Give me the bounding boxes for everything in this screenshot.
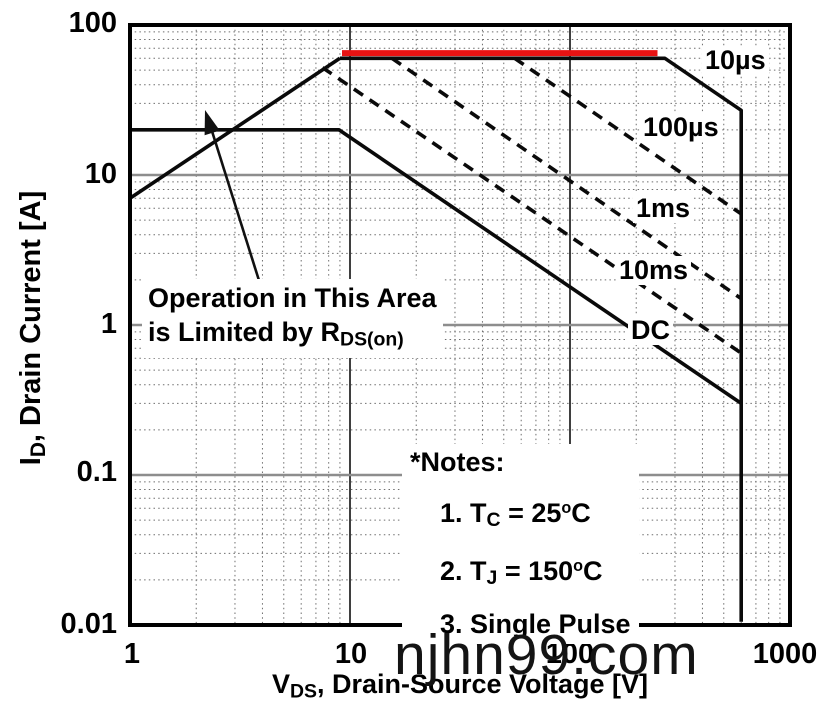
note-1-mid: = 25 — [500, 497, 562, 528]
rdson-annotation-line1: Operation in This Area — [148, 283, 437, 313]
curve-pulse-10ms — [321, 66, 743, 355]
rdson-annotation: Operation in This Area is Limited by RDS… — [142, 279, 443, 359]
y-axis-title-post: , Drain Current [A] — [15, 190, 48, 443]
curve-label-100us: 100µs — [640, 113, 722, 142]
y-tick-0p01: 0.01 — [60, 608, 117, 640]
x-tick-1: 1 — [123, 638, 141, 670]
y-tick-10: 10 — [84, 158, 117, 190]
annotation-arrow — [204, 110, 264, 291]
note-1-sup: o — [561, 499, 572, 517]
y-axis-title-pre: I — [15, 457, 48, 466]
x-tick-1000: 1000 — [752, 638, 818, 670]
x-axis-title-sub: DS — [289, 680, 317, 703]
x-tick-10: 10 — [334, 638, 368, 670]
note-1-sub: C — [486, 509, 501, 532]
curve-label-dc: DC — [628, 316, 673, 345]
curve-pulse-100us — [513, 56, 743, 216]
y-tick-100: 100 — [68, 7, 117, 39]
note-2-post: C — [583, 556, 603, 587]
y-axis-title: ID, Drain Current [A] — [15, 191, 51, 465]
curve-dc — [130, 128, 743, 405]
note-2-mid: = 150 — [497, 556, 574, 587]
note-2-sup: o — [573, 557, 584, 576]
curve-label-10us: 10µs — [702, 46, 769, 75]
rdson-annotation-line2-sub: DS(on) — [340, 328, 404, 351]
x-axis-title: VDS, Drain-Source Voltage [V] — [130, 669, 790, 703]
notes-block: *Notes: 1. TC = 25oC 2. TJ = 150oC 3. Si… — [402, 444, 639, 645]
y-tick-1: 1 — [100, 308, 117, 340]
notes-title: *Notes: — [410, 447, 505, 477]
curve-pulse-10us — [339, 56, 744, 622]
x-axis-title-post: , Drain-Source Voltage [V] — [316, 669, 649, 699]
rdson-annotation-line2-text: is Limited by R — [148, 317, 341, 347]
x-axis-title-pre: V — [271, 669, 290, 699]
note-2-pre: 2. T — [440, 556, 487, 587]
curve-label-1ms: 1ms — [633, 194, 694, 223]
watermark: njhn99.com — [394, 623, 699, 687]
y-tick-0p1: 0.1 — [76, 456, 117, 488]
rdson-annotation-line2: is Limited by RDS(on) — [148, 315, 437, 356]
note-1-pre: 1. T — [440, 497, 487, 528]
curve-pulse-1ms — [390, 56, 743, 301]
y-axis-title-sub: D — [26, 442, 50, 458]
note-2: 2. TJ = 150oC — [440, 550, 631, 594]
note-1: 1. TC = 25oC — [440, 492, 631, 536]
note-2-sub: J — [486, 567, 498, 590]
note-3: 3. Single Pulse — [440, 609, 631, 640]
note-1-post: C — [571, 497, 591, 528]
curve-label-10ms: 10ms — [616, 256, 692, 285]
